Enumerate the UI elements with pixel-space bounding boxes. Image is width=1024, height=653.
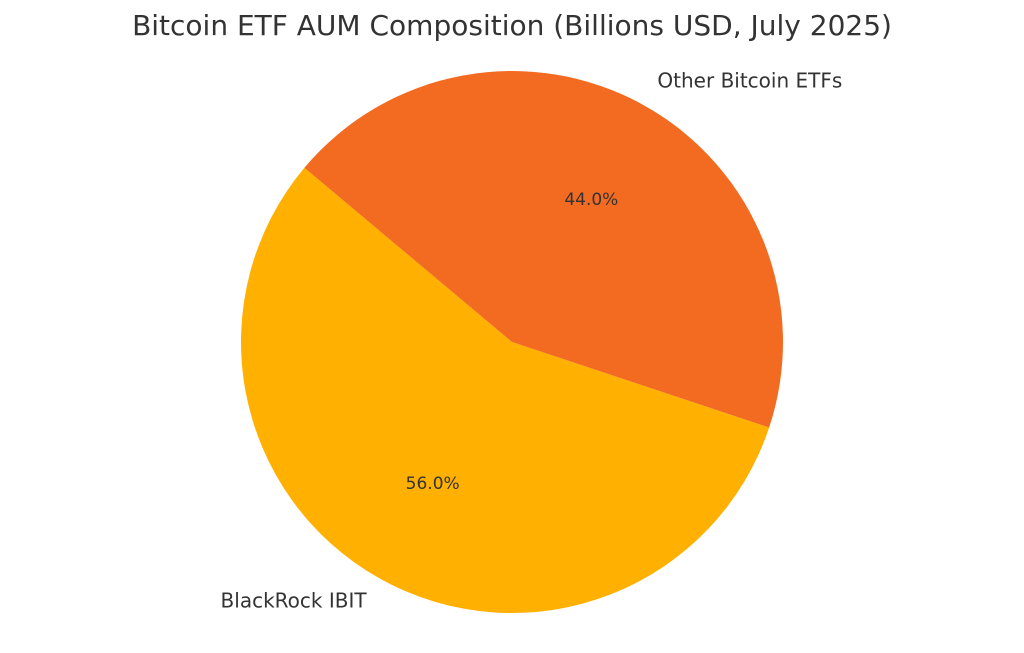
slice-percent-1: 56.0% <box>406 474 460 494</box>
pie-slices <box>240 71 783 613</box>
slice-percent-2: 44.0% <box>564 190 618 210</box>
pie-slice-1 <box>240 167 770 613</box>
slice-label-1: BlackRock IBIT <box>221 589 368 613</box>
pie-slice-2 <box>304 71 783 428</box>
pie-labels: BlackRock IBIT 56.0% Other Bitcoin ETFs 44.… <box>221 68 843 612</box>
chart-title: Bitcoin ETF AUM Composition (Billions US… <box>132 9 892 42</box>
slice-label-2: Other Bitcoin ETFs <box>657 68 842 92</box>
